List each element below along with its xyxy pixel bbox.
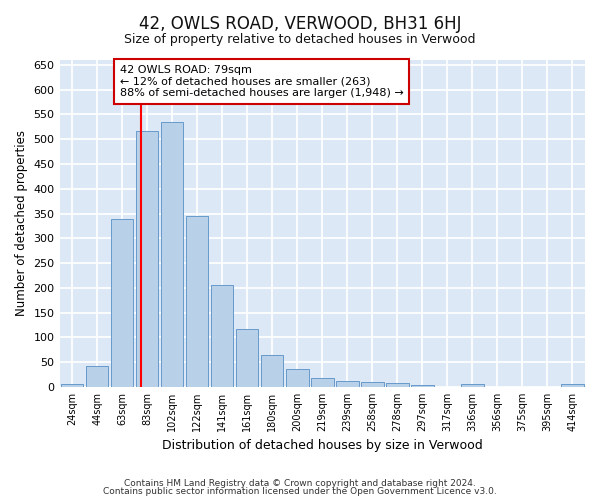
Bar (386, 384, 409, 387)
Bar (311, 378, 334, 387)
Y-axis label: Number of detached properties: Number of detached properties (15, 130, 28, 316)
Bar (411, 386, 434, 387)
Bar (236, 329, 259, 387)
Bar (186, 216, 208, 387)
X-axis label: Distribution of detached houses by size in Verwood: Distribution of detached houses by size … (162, 440, 482, 452)
Bar (86, 366, 109, 387)
Bar (161, 122, 184, 387)
Text: 42, OWLS ROAD, VERWOOD, BH31 6HJ: 42, OWLS ROAD, VERWOOD, BH31 6HJ (139, 15, 461, 33)
Bar (336, 381, 359, 387)
Bar (361, 382, 383, 387)
Bar (461, 384, 484, 387)
Text: Contains public sector information licensed under the Open Government Licence v3: Contains public sector information licen… (103, 487, 497, 496)
Bar (111, 218, 133, 387)
Bar (286, 368, 308, 387)
Text: Contains HM Land Registry data © Crown copyright and database right 2024.: Contains HM Land Registry data © Crown c… (124, 478, 476, 488)
Bar (211, 286, 233, 387)
Bar (561, 384, 584, 387)
Bar (261, 354, 283, 387)
Bar (136, 131, 158, 387)
Bar (61, 384, 83, 387)
Text: 42 OWLS ROAD: 79sqm
← 12% of detached houses are smaller (263)
88% of semi-detac: 42 OWLS ROAD: 79sqm ← 12% of detached ho… (120, 65, 404, 98)
Text: Size of property relative to detached houses in Verwood: Size of property relative to detached ho… (124, 32, 476, 46)
